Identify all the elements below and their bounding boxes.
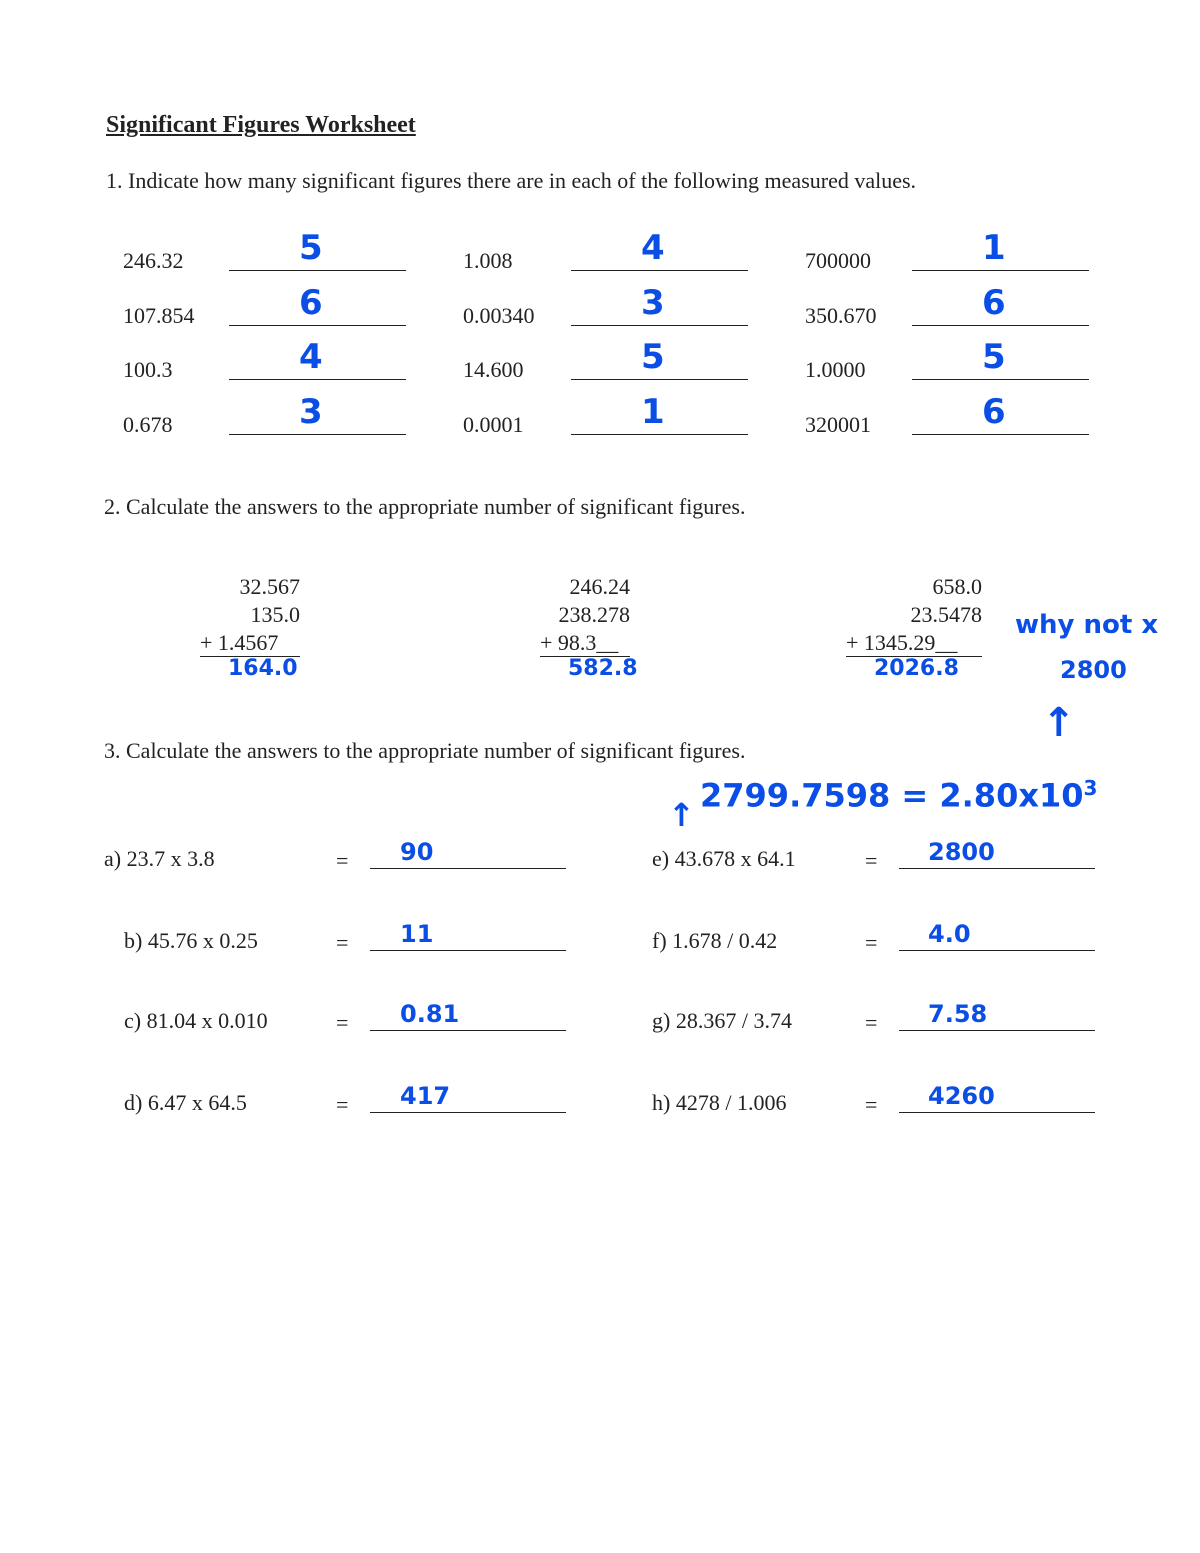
answer-line bbox=[912, 270, 1089, 271]
answer-line bbox=[370, 868, 566, 869]
handwritten-answer: 582.8 bbox=[568, 656, 638, 681]
equals-sign: = bbox=[865, 1010, 878, 1035]
handwritten-answer: 1 bbox=[982, 228, 1006, 268]
answer-line bbox=[571, 434, 748, 435]
problem-label: g) 28.367 / 3.74 bbox=[652, 1008, 792, 1033]
problem-label: b) 45.76 x 0.25 bbox=[124, 928, 258, 953]
answer-line bbox=[229, 434, 406, 435]
answer-line bbox=[229, 270, 406, 271]
addend: 32.567 bbox=[239, 574, 301, 599]
handwritten-note: why not x bbox=[1015, 610, 1159, 640]
handwritten-answer: 7.58 bbox=[928, 1000, 988, 1028]
answer-line bbox=[370, 1030, 566, 1031]
handwritten-answer: 2026.8 bbox=[874, 656, 959, 681]
addend: + 1.4567 bbox=[200, 630, 300, 657]
problem-label: c) 81.04 x 0.010 bbox=[124, 1008, 268, 1033]
q2-prompt: 2. Calculate the answers to the appropri… bbox=[104, 494, 746, 519]
handwritten-answer: 4 bbox=[299, 337, 323, 377]
handwritten-answer: 90 bbox=[400, 838, 434, 866]
equals-sign: = bbox=[865, 1092, 878, 1117]
answer-line bbox=[571, 379, 748, 380]
addend: 135.0 bbox=[250, 602, 301, 627]
handwritten-answer: 5 bbox=[299, 228, 323, 268]
problem-label: a) 23.7 x 3.8 bbox=[104, 846, 215, 871]
handwritten-answer: 164.0 bbox=[228, 656, 298, 681]
measured-value: 246.32 bbox=[123, 248, 184, 273]
answer-line bbox=[912, 325, 1089, 326]
problem-label: d) 6.47 x 64.5 bbox=[124, 1090, 247, 1115]
annotation-exponent: 3 bbox=[1083, 776, 1098, 800]
equals-sign: = bbox=[336, 930, 349, 955]
measured-value: 0.0001 bbox=[463, 412, 524, 437]
measured-value: 0.00340 bbox=[463, 303, 535, 328]
equals-sign: = bbox=[336, 1092, 349, 1117]
answer-line bbox=[571, 325, 748, 326]
answer-line bbox=[571, 270, 748, 271]
addend: 246.24 bbox=[569, 574, 631, 599]
handwritten-answer: 4260 bbox=[928, 1082, 995, 1110]
handwritten-note-value: 2800 bbox=[1060, 656, 1127, 684]
measured-value: 107.854 bbox=[123, 303, 195, 328]
handwritten-answer: 2800 bbox=[928, 838, 995, 866]
answer-line bbox=[370, 1112, 566, 1113]
up-arrow-icon: ↑ bbox=[1042, 700, 1076, 746]
answer-line bbox=[370, 950, 566, 951]
addend: 238.278 bbox=[558, 602, 631, 627]
q1-prompt: 1. Indicate how many significant figures… bbox=[106, 168, 917, 193]
handwritten-answer: 5 bbox=[982, 337, 1006, 377]
addend: 23.5478 bbox=[910, 602, 983, 627]
handwritten-answer: 1 bbox=[641, 392, 665, 432]
measured-value: 100.3 bbox=[123, 357, 173, 382]
handwritten-answer: 4.0 bbox=[928, 920, 971, 948]
measured-value: 700000 bbox=[805, 248, 871, 273]
annotation-text: 2799.7598 = 2.80x10 bbox=[700, 776, 1084, 815]
handwritten-answer: 6 bbox=[982, 283, 1006, 323]
answer-line bbox=[229, 325, 406, 326]
answer-line bbox=[229, 379, 406, 380]
equals-sign: = bbox=[336, 1010, 349, 1035]
equals-sign: = bbox=[865, 848, 878, 873]
answer-line bbox=[912, 379, 1089, 380]
handwritten-answer: 11 bbox=[400, 920, 434, 948]
measured-value: 14.600 bbox=[463, 357, 524, 382]
answer-line bbox=[899, 868, 1095, 869]
equals-sign: = bbox=[336, 848, 349, 873]
answer-line bbox=[899, 1112, 1095, 1113]
addend: 658.0 bbox=[932, 574, 983, 599]
measured-value: 0.678 bbox=[123, 412, 173, 437]
handwritten-answer: 6 bbox=[299, 283, 323, 323]
answer-line bbox=[899, 1030, 1095, 1031]
problem-label: f) 1.678 / 0.42 bbox=[652, 928, 778, 953]
problem-label: e) 43.678 x 64.1 bbox=[652, 846, 796, 871]
problem-label: h) 4278 / 1.006 bbox=[652, 1090, 787, 1115]
answer-line bbox=[912, 434, 1089, 435]
addend: + 1345.29__ bbox=[846, 630, 982, 657]
page-title: Significant Figures Worksheet bbox=[106, 112, 416, 138]
equals-sign: = bbox=[865, 930, 878, 955]
handwritten-answer: 6 bbox=[982, 392, 1006, 432]
measured-value: 350.670 bbox=[805, 303, 877, 328]
answer-line bbox=[899, 950, 1095, 951]
handwritten-answer: 417 bbox=[400, 1082, 451, 1110]
handwritten-answer: 5 bbox=[641, 337, 665, 377]
handwritten-answer: 3 bbox=[641, 283, 665, 323]
q3-prompt: 3. Calculate the answers to the appropri… bbox=[104, 738, 746, 763]
measured-value: 1.0000 bbox=[805, 357, 866, 382]
measured-value: 320001 bbox=[805, 412, 871, 437]
handwritten-answer: 4 bbox=[641, 228, 665, 268]
addend: + 98.3__ bbox=[540, 630, 630, 657]
handwritten-answer: 0.81 bbox=[400, 1000, 460, 1028]
handwritten-annotation: 2799.7598 = 2.80x103 bbox=[700, 776, 1097, 815]
measured-value: 1.008 bbox=[463, 248, 513, 273]
handwritten-answer: 3 bbox=[299, 392, 323, 432]
up-arrow-icon: ↑ bbox=[668, 796, 695, 834]
